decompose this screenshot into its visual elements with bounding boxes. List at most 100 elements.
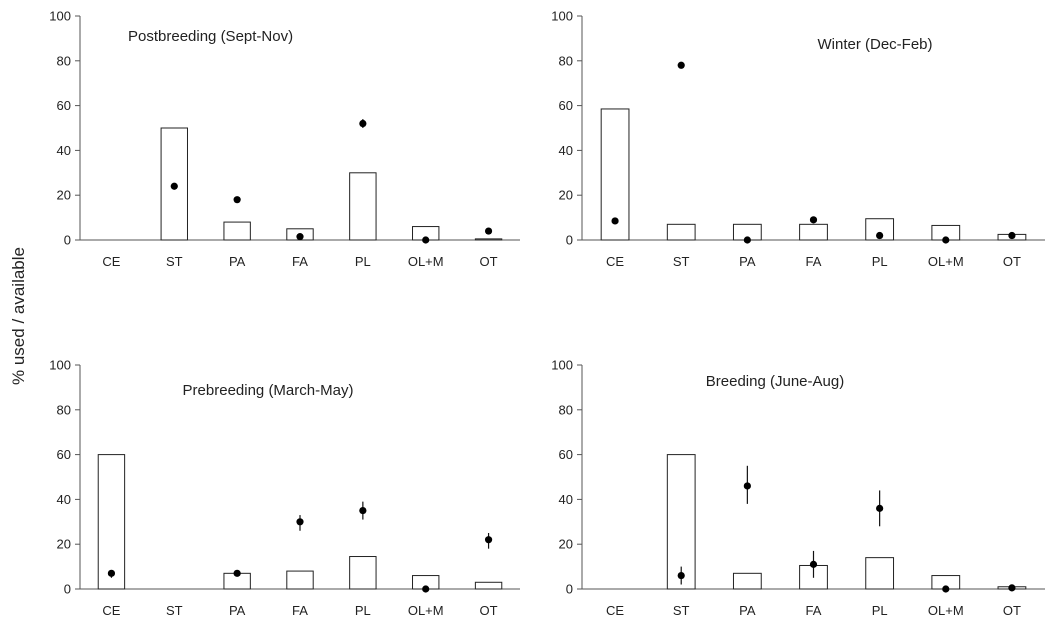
bar-available	[865, 218, 895, 241]
x-tick-label: FA	[806, 254, 822, 269]
x-tick-label: CE	[606, 603, 624, 618]
y-axis-label: % used / available	[9, 247, 28, 385]
x-tick-label: FA	[806, 603, 822, 618]
y-tick-label: 20	[559, 537, 573, 552]
y-tick-label: 60	[559, 98, 573, 113]
point-used	[876, 231, 884, 240]
point-used	[677, 571, 685, 580]
point-used	[809, 560, 818, 568]
point-used	[107, 569, 116, 577]
x-tick-label: PL	[355, 603, 371, 618]
chart-title: Postbreeding (Sept-Nov)	[128, 28, 293, 45]
y-tick-label: 100	[551, 9, 573, 24]
point-used	[942, 236, 950, 244]
chart-title: Breeding (June-Aug)	[706, 373, 844, 390]
x-tick-label: ST	[166, 603, 183, 618]
x-tick-label: PL	[872, 254, 888, 269]
y-tick-label: 20	[559, 188, 573, 203]
x-tick-label: PA	[229, 603, 246, 618]
point-used	[484, 536, 493, 544]
x-tick-label: PA	[229, 254, 246, 269]
y-tick-label: 80	[57, 402, 71, 417]
x-tick-label: OL+M	[408, 603, 444, 618]
x-tick-label: CE	[606, 254, 624, 269]
point-used	[359, 119, 367, 128]
y-tick-label: 0	[566, 582, 573, 597]
point-used	[233, 196, 241, 204]
y-tick-label: 0	[64, 233, 71, 248]
point-used	[422, 236, 430, 244]
point-used	[677, 61, 685, 69]
chart-panel-4: 0 20 40 60 80 100 CE ST PA FA PL OL+M OT Breeding (Ju…	[551, 358, 1045, 618]
x-tick-label: OT	[1003, 603, 1021, 618]
y-tick-label: 60	[57, 447, 71, 462]
x-tick-label: OL+M	[408, 254, 444, 269]
point-used	[1008, 231, 1016, 240]
y-tick-label: 60	[559, 447, 573, 462]
bar-available	[732, 572, 762, 590]
y-tick-label: 40	[559, 492, 573, 507]
y-tick-label: 100	[49, 358, 71, 373]
bar-available	[349, 556, 377, 590]
y-tick-label: 100	[551, 358, 573, 373]
x-tick-label: OT	[1003, 254, 1021, 269]
chart-panel-2: 0 20 40 60 80 100 CE ST PA FA PL OL+M OT Winter (Dec-…	[551, 9, 1045, 269]
point-used	[876, 504, 884, 512]
point-used	[743, 236, 751, 244]
point-used	[809, 216, 818, 224]
x-tick-label: ST	[166, 254, 183, 269]
x-tick-label: PL	[872, 603, 888, 618]
y-tick-label: 40	[57, 492, 71, 507]
point-used	[170, 182, 178, 190]
chart-title: Prebreeding (March-May)	[183, 382, 354, 399]
y-tick-label: 20	[57, 188, 71, 203]
point-used	[233, 569, 241, 577]
point-used	[1008, 584, 1016, 592]
x-tick-label: CE	[102, 603, 120, 618]
y-tick-label: 40	[559, 143, 573, 158]
y-tick-label: 0	[64, 582, 71, 597]
chart-panel-3: 0 20 40 60 80 100 CE ST PA FA PL OL+M OT Prebreeding …	[49, 358, 520, 618]
point-used	[359, 507, 367, 515]
point-used	[484, 227, 493, 235]
bar-available	[865, 557, 895, 590]
x-tick-label: OL+M	[928, 254, 964, 269]
x-tick-label: PA	[739, 254, 756, 269]
y-tick-label: 100	[49, 9, 71, 24]
bar-available	[97, 454, 126, 590]
x-tick-label: FA	[292, 254, 308, 269]
y-tick-label: 20	[57, 537, 71, 552]
x-tick-label: OL+M	[928, 603, 964, 618]
x-tick-label: ST	[673, 603, 690, 618]
y-tick-label: 80	[57, 53, 71, 68]
x-tick-label: CE	[102, 254, 120, 269]
point-used	[296, 233, 304, 241]
point-used	[743, 482, 751, 490]
bar-available	[349, 172, 377, 241]
x-tick-label: PA	[739, 603, 756, 618]
y-tick-label: 0	[566, 233, 573, 248]
y-tick-label: 60	[57, 98, 71, 113]
x-tick-label: ST	[673, 254, 690, 269]
bar-available	[286, 570, 314, 590]
x-tick-label: PL	[355, 254, 371, 269]
point-used	[942, 585, 950, 593]
chart-title: Winter (Dec-Feb)	[817, 36, 932, 53]
chart-panel-1: 0 20 40 60 80 100 CE ST PA FA PL OL+M OT Postbreeding…	[49, 9, 520, 269]
bar-available	[223, 221, 251, 241]
bar-available	[799, 223, 828, 241]
x-tick-label: OT	[480, 603, 498, 618]
point-used	[611, 217, 619, 225]
y-tick-label: 80	[559, 53, 573, 68]
y-tick-label: 80	[559, 402, 573, 417]
x-tick-label: FA	[292, 603, 308, 618]
point-used	[296, 518, 304, 526]
x-tick-label: OT	[480, 254, 498, 269]
y-tick-label: 40	[57, 143, 71, 158]
bar-available	[666, 223, 696, 241]
bar-available	[474, 581, 503, 590]
point-used	[422, 585, 430, 593]
bar-available	[474, 238, 503, 241]
